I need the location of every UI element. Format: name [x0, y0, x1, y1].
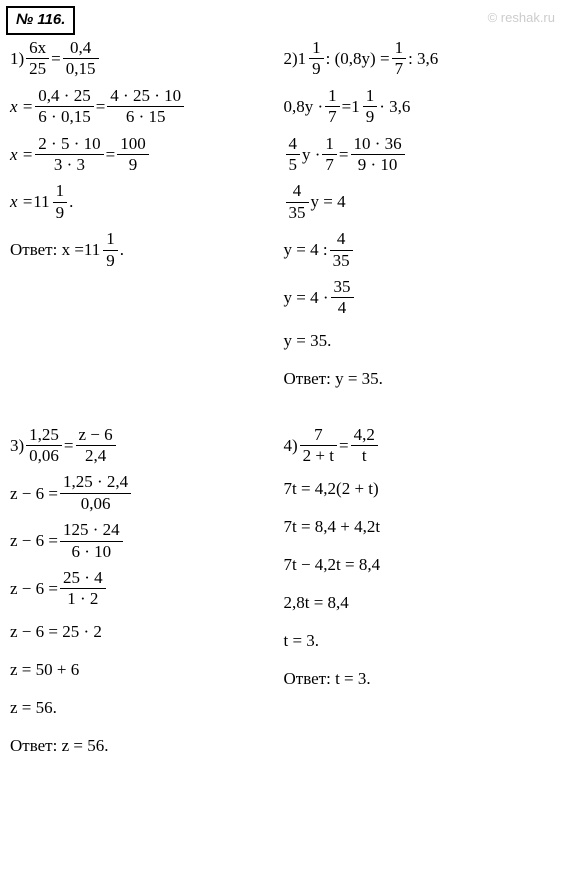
text: : (0,8y) = [326, 46, 390, 72]
eq: = [51, 46, 61, 72]
p1-label: 1) [10, 46, 24, 72]
problem-1: 1) 6x25 = 0,40,15 x = 0,4 · 256 · 0,15 =… [10, 38, 284, 425]
mixed-number: 1119 [84, 229, 120, 271]
eq: = [339, 142, 349, 168]
problem-2: 2) 119 : (0,8y) = 17 : 3,6 0,8y · 17 = 1… [284, 38, 558, 425]
fraction: 72 + t [300, 425, 337, 467]
text: : 3,6 [408, 46, 438, 72]
var: x = [10, 189, 33, 215]
fraction: 0,40,15 [63, 38, 99, 80]
text: · 3,6 [379, 94, 410, 120]
text: 7t = 4,2(2 + t) [284, 476, 379, 502]
problem-4: 4) 72 + t = 4,2t 7t = 4,2(2 + t) 7t = 8,… [284, 425, 558, 792]
mixed-number: 119 [351, 86, 379, 128]
fraction: 1,25 · 2,40,06 [60, 472, 131, 514]
fraction: 4 · 25 · 106 · 15 [107, 86, 184, 128]
text: z = 56. [10, 695, 57, 721]
text: t = 3. [284, 628, 320, 654]
text: y = 4 · [284, 285, 329, 311]
text: 7t = 8,4 + 4,2t [284, 514, 381, 540]
fraction: z − 62,4 [76, 425, 116, 467]
text: z − 6 = [10, 576, 58, 602]
period: . [69, 189, 73, 215]
eq: = [64, 433, 74, 459]
mixed-number: 1119 [33, 181, 69, 223]
fraction: 1009 [117, 134, 149, 176]
problem-badge: № 116. [6, 6, 75, 35]
answer-label: Ответ: z = 56. [10, 733, 108, 759]
text: z = 50 + 6 [10, 657, 79, 683]
text: 7t − 4,2t = 8,4 [284, 552, 381, 578]
text: y = 4 : [284, 237, 328, 263]
answer-label: Ответ: x = [10, 237, 84, 263]
text: y · [302, 142, 320, 168]
watermark-top: © reshak.ru [488, 8, 555, 28]
period: . [120, 237, 124, 263]
eq: = [106, 142, 116, 168]
watermark-side-2: © reshak.ru [563, 700, 567, 767]
fraction: 17 [392, 38, 407, 80]
var: x = [10, 142, 33, 168]
eq: = [342, 94, 352, 120]
mixed-number: 119 [298, 38, 326, 80]
text: y = 35. [284, 328, 332, 354]
text: y = 4 [311, 189, 346, 215]
text: z − 6 = [10, 528, 58, 554]
fraction: 10 · 369 · 10 [351, 134, 405, 176]
fraction: 0,4 · 256 · 0,15 [35, 86, 93, 128]
text: z − 6 = [10, 481, 58, 507]
eq: = [339, 433, 349, 459]
fraction: 25 · 41 · 2 [60, 568, 106, 610]
fraction: 125 · 246 · 10 [60, 520, 123, 562]
fraction: 17 [322, 134, 337, 176]
fraction: 6x25 [26, 38, 49, 80]
fraction: 354 [331, 277, 354, 319]
p4-label: 4) [284, 433, 298, 459]
text: 2,8t = 8,4 [284, 590, 349, 616]
fraction: 45 [286, 134, 301, 176]
content-area: 1) 6x25 = 0,40,15 x = 0,4 · 256 · 0,15 =… [10, 38, 557, 792]
p3-label: 3) [10, 433, 24, 459]
fraction: 435 [330, 229, 353, 271]
answer-label: Ответ: y = 35. [284, 366, 383, 392]
problem-3: 3) 1,250,06 = z − 62,4 z − 6 = 1,25 · 2,… [10, 425, 284, 792]
p2-label: 2) [284, 46, 298, 72]
text: z − 6 = 25 · 2 [10, 619, 102, 645]
var: x = [10, 94, 33, 120]
answer-label: Ответ: t = 3. [284, 666, 371, 692]
fraction: 1,250,06 [26, 425, 62, 467]
fraction: 435 [286, 181, 309, 223]
text: 0,8y · [284, 94, 324, 120]
fraction: 2 · 5 · 103 · 3 [35, 134, 103, 176]
fraction: 4,2t [351, 425, 378, 467]
eq: = [96, 94, 106, 120]
fraction: 17 [325, 86, 340, 128]
watermark-side-1: © reshak.ru [563, 280, 567, 347]
